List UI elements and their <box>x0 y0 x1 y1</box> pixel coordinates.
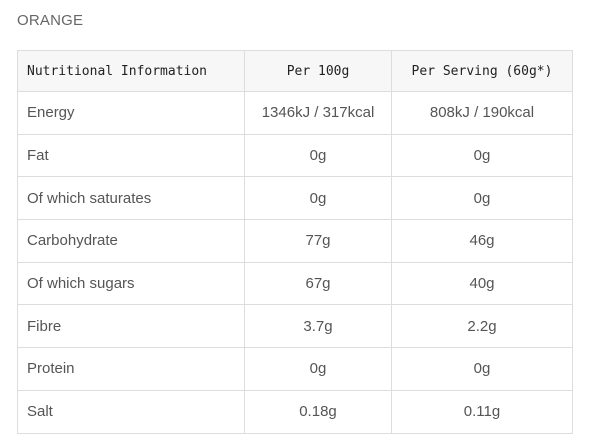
per-serving-value: 808kJ / 190kcal <box>391 91 573 135</box>
per-serving-value: 0g <box>391 176 573 221</box>
nutrient-name: Energy <box>17 91 245 135</box>
per-serving-value: 2.2g <box>391 304 573 349</box>
nutrient-name: Of which saturates <box>17 176 245 221</box>
header-nutritional-information: Nutritional Information <box>17 50 245 92</box>
table-header-row: Nutritional Information Per 100g Per Ser… <box>17 50 573 92</box>
header-per-100g: Per 100g <box>244 50 392 92</box>
per-100g-value: 67g <box>244 261 392 306</box>
per-100g-value: 77g <box>244 219 392 263</box>
table-row: Salt 0.18g 0.11g <box>17 389 573 434</box>
per-100g-value: 3.7g <box>244 304 392 349</box>
nutrient-name: Protein <box>17 347 245 391</box>
per-100g-value: 0g <box>244 176 392 221</box>
per-serving-value: 0g <box>391 133 573 178</box>
per-100g-value: 0.18g <box>244 389 392 434</box>
per-serving-value: 0.11g <box>391 389 573 434</box>
per-100g-value: 0g <box>244 133 392 178</box>
per-serving-value: 46g <box>391 219 573 263</box>
nutrient-name: Of which sugars <box>17 261 245 306</box>
table-row: Fat 0g 0g <box>17 133 573 178</box>
nutrient-name: Carbohydrate <box>17 219 245 263</box>
nutrient-name: Fibre <box>17 304 245 349</box>
table-row: Of which saturates 0g 0g <box>17 176 573 221</box>
header-per-serving: Per Serving (60g*) <box>391 50 573 92</box>
per-100g-value: 1346kJ / 317kcal <box>244 91 392 135</box>
table-row: Carbohydrate 77g 46g <box>17 219 573 263</box>
table-row: Energy 1346kJ / 317kcal 808kJ / 190kcal <box>17 91 573 135</box>
nutrition-table: Nutritional Information Per 100g Per Ser… <box>17 50 573 434</box>
table-row: Protein 0g 0g <box>17 347 573 391</box>
table-row: Of which sugars 67g 40g <box>17 261 573 306</box>
nutrient-name: Salt <box>17 389 245 434</box>
per-serving-value: 40g <box>391 261 573 306</box>
per-100g-value: 0g <box>244 347 392 391</box>
table-row: Fibre 3.7g 2.2g <box>17 304 573 349</box>
per-serving-value: 0g <box>391 347 573 391</box>
product-title: ORANGE <box>17 12 84 29</box>
nutrient-name: Fat <box>17 133 245 178</box>
